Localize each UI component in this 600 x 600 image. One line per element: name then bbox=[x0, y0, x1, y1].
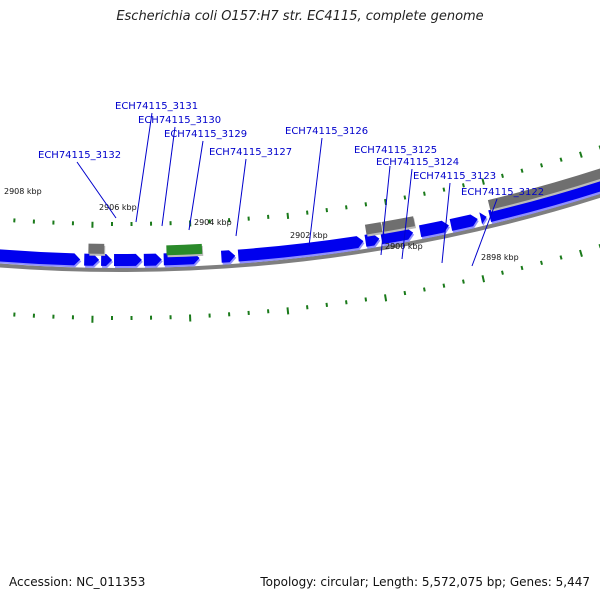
gene-label[interactable]: ECH74115_3123 bbox=[413, 171, 496, 182]
gene-label[interactable]: ECH74115_3126 bbox=[285, 126, 368, 137]
accession-text: Accession: NC_011353 bbox=[9, 575, 146, 589]
tick-mark-upper bbox=[364, 202, 368, 207]
tick-mark-upper bbox=[442, 187, 446, 192]
gene-label[interactable]: ECH74115_3130 bbox=[138, 115, 221, 126]
tick-mark-lower bbox=[442, 283, 446, 288]
tick-label: 2898 kbp bbox=[481, 253, 519, 262]
tick-mark-lower bbox=[403, 290, 407, 296]
forward-gene[interactable] bbox=[237, 236, 364, 262]
forward-gene[interactable] bbox=[449, 214, 478, 231]
gene-leader-line bbox=[308, 137, 323, 247]
tick-label: 2906 kbp bbox=[99, 203, 137, 212]
tick-label: 2908 kbp bbox=[4, 187, 42, 196]
rna-feature[interactable] bbox=[166, 243, 203, 256]
tick-mark-lower bbox=[481, 275, 486, 283]
ruler-ticks-lower bbox=[13, 244, 600, 323]
forward-gene[interactable] bbox=[220, 250, 236, 263]
tick-mark-upper bbox=[403, 195, 407, 200]
tick-mark-lower bbox=[364, 297, 368, 302]
other-feature[interactable] bbox=[364, 222, 383, 235]
tick-mark-upper bbox=[579, 151, 583, 158]
gene-label[interactable]: ECH74115_3125 bbox=[354, 145, 437, 156]
tick-mark-lower bbox=[286, 307, 290, 315]
forward-gene[interactable] bbox=[114, 253, 142, 267]
gene-label[interactable]: ECH74115_3129 bbox=[164, 129, 247, 140]
gene-labels: ECH74115_3132 ECH74115_3131 ECH74115_3130 E… bbox=[38, 101, 544, 198]
tick-mark-upper bbox=[286, 212, 290, 219]
forward-gene[interactable] bbox=[479, 212, 487, 225]
gene-leader-line bbox=[441, 182, 451, 264]
tick-mark-upper bbox=[423, 191, 426, 196]
tick-label: 2902 kbp bbox=[290, 231, 328, 240]
feature-track bbox=[0, 168, 600, 269]
gene-leader-line bbox=[380, 165, 391, 256]
gene-leader-line bbox=[161, 126, 176, 227]
tick-mark-lower bbox=[559, 255, 563, 260]
gene-leader-line bbox=[135, 112, 153, 223]
tick-mark-lower bbox=[579, 249, 583, 257]
tick-mark-lower bbox=[540, 260, 543, 266]
forward-gene[interactable] bbox=[364, 233, 380, 247]
gene-leader-line bbox=[76, 161, 117, 219]
gene-leader-line bbox=[401, 168, 413, 260]
gene-leader-line bbox=[188, 140, 204, 231]
forward-gene[interactable] bbox=[143, 253, 162, 266]
backbone-arc bbox=[0, 193, 600, 272]
forward-gene[interactable] bbox=[0, 249, 81, 266]
tick-mark-lower bbox=[501, 270, 504, 275]
gene-leader-line bbox=[471, 198, 498, 267]
forward-gene[interactable] bbox=[418, 220, 449, 238]
gene-label[interactable]: ECH74115_3132 bbox=[38, 150, 121, 161]
tick-mark-lower bbox=[384, 294, 388, 302]
tick-mark-lower bbox=[345, 300, 348, 305]
map-title: Escherichia coli O157:H7 str. EC4115, co… bbox=[116, 9, 484, 24]
forward-gene[interactable] bbox=[101, 253, 113, 266]
tick-mark-upper bbox=[462, 183, 465, 188]
gene-leader-line bbox=[235, 158, 247, 237]
tick-mark-lower bbox=[423, 287, 426, 292]
gene-label[interactable]: ECH74115_3124 bbox=[376, 157, 459, 168]
tick-mark-upper bbox=[325, 207, 329, 213]
tick-mark-lower bbox=[520, 265, 524, 271]
genome-summary-text: Topology: circular; Length: 5,572,075 bp… bbox=[260, 575, 590, 589]
gene-label[interactable]: ECH74115_3127 bbox=[209, 147, 292, 158]
tick-label: 2904 kbp bbox=[194, 218, 232, 227]
gene-label-leaders bbox=[76, 112, 498, 267]
tick-mark-upper bbox=[520, 168, 524, 173]
tick-mark-upper bbox=[481, 178, 485, 185]
tick-mark-upper bbox=[540, 163, 544, 168]
tick-mark-upper bbox=[501, 173, 504, 179]
tick-mark-upper bbox=[345, 205, 348, 210]
genome-backbone bbox=[0, 193, 600, 272]
tick-mark-lower bbox=[462, 279, 465, 284]
forward-gene[interactable] bbox=[84, 253, 100, 266]
other-feature[interactable] bbox=[88, 243, 105, 254]
gene-label[interactable]: ECH74115_3122 bbox=[461, 187, 544, 198]
gene-label[interactable]: ECH74115_3131 bbox=[115, 101, 198, 112]
tick-mark-lower bbox=[325, 302, 328, 308]
other-feature[interactable] bbox=[487, 168, 600, 210]
tick-mark-upper bbox=[559, 157, 563, 162]
